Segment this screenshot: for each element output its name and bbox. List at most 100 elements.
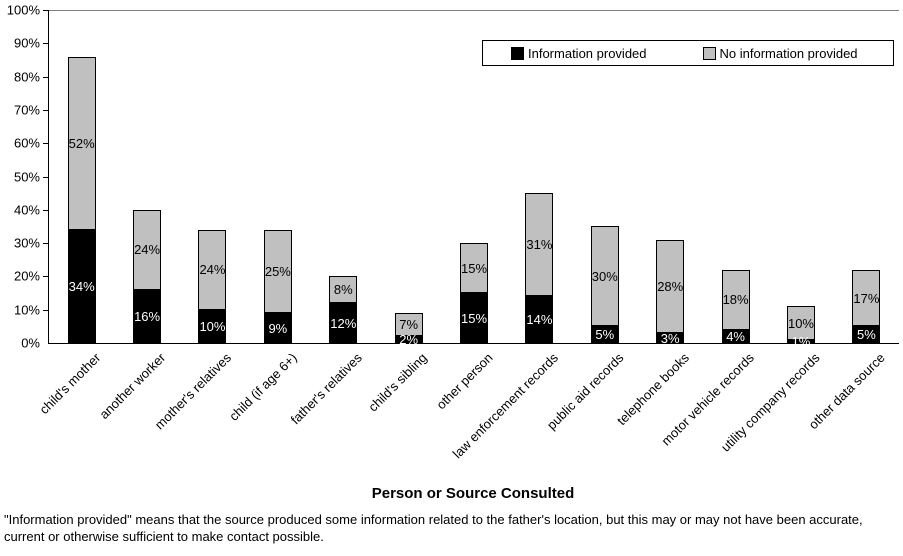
- bar-segment-info: 1%: [786, 335, 815, 348]
- bar: 8% 12%: [329, 10, 358, 343]
- bar-slot: 8% 12%: [311, 10, 376, 343]
- bar: 31% 14%: [525, 10, 554, 343]
- bar-value-label: 5%: [595, 327, 615, 343]
- bar: 24% 16%: [133, 10, 162, 343]
- y-tick-label: 100%: [6, 2, 40, 18]
- bar-segment-no-info: 8%: [329, 276, 358, 304]
- bar-value-label: 18%: [722, 292, 749, 308]
- x-axis-title: Person or Source Consulted: [371, 485, 575, 502]
- bar-value-label: 5%: [856, 327, 876, 343]
- bar-slot: 24% 16%: [114, 10, 179, 343]
- bar-value-label: 10%: [199, 318, 226, 334]
- bar-slot: 25% 9%: [245, 10, 310, 343]
- bar-slot: 18% 4%: [703, 10, 768, 343]
- bar-value-label: 9%: [268, 320, 288, 336]
- bar-value-label: 12%: [330, 315, 357, 331]
- bar-segment-no-info: 17%: [852, 269, 881, 327]
- x-axis-labels: child's mother another worker mother's rel…: [36, 350, 898, 482]
- bar-slot: 17% 5%: [834, 10, 899, 343]
- bar-slot: 52% 34%: [49, 10, 114, 343]
- bar: 17% 5%: [852, 10, 881, 343]
- legend-label: No information provided: [719, 45, 858, 61]
- bar-slot: 31% 14%: [507, 10, 572, 343]
- legend-swatch-black-icon: [511, 46, 524, 60]
- y-tick-mark: [43, 209, 49, 211]
- bar-value-label: 15%: [461, 260, 488, 276]
- bar-segment-no-info: 31%: [525, 193, 554, 297]
- bar-segment-info: 14%: [525, 296, 554, 343]
- bar-value-label: 4%: [726, 328, 745, 344]
- bar-value-label: 3%: [660, 330, 680, 346]
- gridline-100pct: [49, 10, 899, 11]
- bar-slot: 24% 10%: [180, 10, 245, 343]
- y-tick-mark: [43, 43, 49, 45]
- y-tick-label: 90%: [13, 35, 40, 51]
- y-tick-mark: [43, 176, 49, 178]
- x-category-label: child's mother: [36, 350, 104, 418]
- y-tick-label: 60%: [13, 135, 40, 151]
- y-tick-label: 10%: [13, 302, 40, 318]
- y-tick-label: 80%: [13, 69, 40, 85]
- bar: 18% 4%: [721, 10, 750, 344]
- bar-segment-no-info: 28%: [656, 239, 685, 334]
- plot-area: 52% 34% 24% 16% 24% 10% 25% 9% 8% 12% 7% 2% 15% 15% 31…: [43, 10, 899, 348]
- bar-value-label: 24%: [199, 262, 226, 278]
- y-tick-mark: [43, 109, 49, 111]
- bar-value-label: 24%: [134, 242, 161, 258]
- x-category-label: child's sibling: [365, 350, 431, 415]
- bar-segment-info: 12%: [329, 303, 358, 343]
- bar-segment-info: 15%: [460, 293, 489, 343]
- y-tick-label: 40%: [13, 202, 40, 218]
- bar-segment-no-info: 10%: [786, 306, 815, 340]
- legend: Information provided No information prov…: [482, 40, 894, 66]
- bar: 7% 2%: [394, 10, 423, 348]
- bar-segment-info: 9%: [263, 313, 292, 343]
- x-category-label: father's relatives: [287, 350, 365, 428]
- legend-label: Information provided: [528, 45, 647, 61]
- y-tick-mark: [43, 10, 49, 11]
- bar: 25% 9%: [263, 10, 292, 343]
- y-tick-label: 70%: [13, 102, 40, 118]
- bar-segment-no-info: 15%: [460, 243, 489, 294]
- y-tick-label: 30%: [13, 235, 40, 251]
- bar-segment-no-info: 24%: [133, 209, 162, 290]
- bar-value-label: 28%: [657, 278, 684, 294]
- y-tick-mark: [43, 143, 49, 145]
- bar-segment-info: 34%: [67, 229, 96, 343]
- y-tick-label: 0%: [21, 335, 40, 351]
- y-tick-mark: [43, 76, 49, 78]
- bar-slot: 10% 1%: [768, 10, 833, 348]
- bar-segment-no-info: 25%: [263, 229, 292, 314]
- bar-segment-info: 3%: [656, 330, 685, 346]
- x-category-label: child (if age 6+): [225, 350, 300, 424]
- bar-slot: 28% 3%: [638, 10, 703, 346]
- bar-value-label: 25%: [264, 263, 291, 279]
- bar-value-label: 1%: [791, 333, 811, 349]
- bar-segment-no-info: 7%: [394, 313, 423, 337]
- bar-value-label: 10%: [787, 315, 814, 331]
- bar-value-label: 17%: [853, 290, 880, 306]
- y-tick-mark: [43, 276, 49, 278]
- bar: 52% 34%: [67, 10, 96, 343]
- bar-segment-no-info: 52%: [67, 56, 96, 230]
- bar-value-label: 14%: [526, 312, 553, 328]
- bar-value-label: 2%: [399, 332, 419, 348]
- y-axis-labels: 0% 10% 20% 30% 40% 50% 60% 70% 80% 90% 100%: [0, 3, 40, 351]
- bar-segment-info: 5%: [590, 326, 619, 343]
- bar-segment-info: 10%: [198, 309, 227, 343]
- x-category-label: other person: [433, 350, 496, 413]
- bar-slot: 7% 2%: [376, 10, 441, 348]
- legend-item-information-provided: Information provided: [511, 46, 647, 61]
- y-tick-mark: [43, 243, 49, 245]
- bar-segment-info: 4%: [721, 328, 750, 344]
- x-category-label: another worker: [96, 350, 169, 422]
- bar: 28% 3%: [656, 10, 685, 346]
- y-tick-label: 20%: [13, 268, 40, 284]
- bar-value-label: 16%: [134, 308, 161, 324]
- bar-segment-no-info: 24%: [198, 229, 227, 310]
- bar: 10% 1%: [786, 10, 815, 348]
- bar-segment-info: 2%: [394, 332, 423, 348]
- bar: 30% 5%: [590, 10, 619, 343]
- legend-item-no-information-provided: No information provided: [702, 45, 858, 61]
- y-tick-mark: [43, 309, 49, 311]
